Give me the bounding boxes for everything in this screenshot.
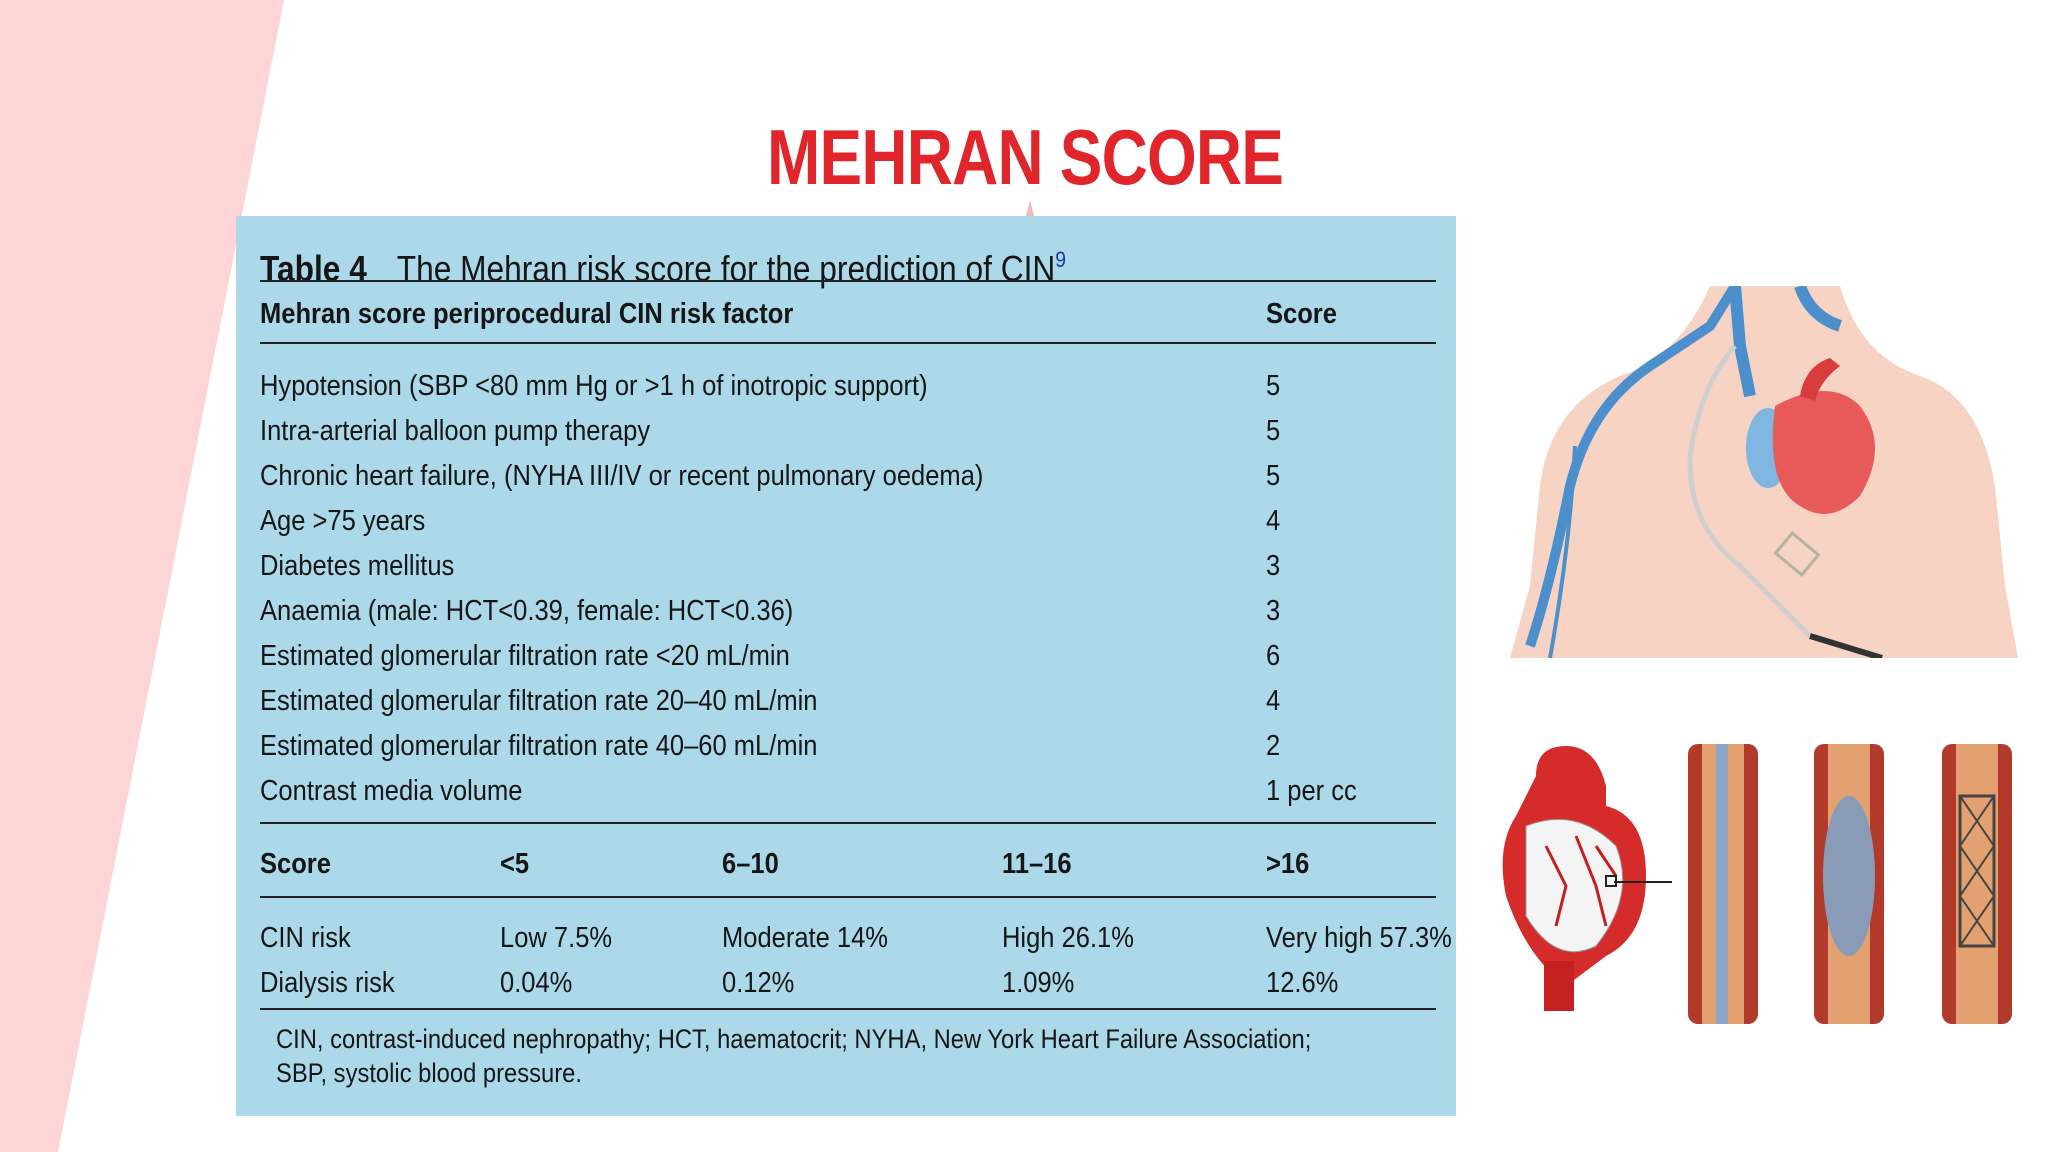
risk-score: 3 <box>1266 550 1281 582</box>
slide-title: MEHRAN SCORE <box>767 113 1284 201</box>
risk-factor: Diabetes mellitus <box>260 550 455 582</box>
risk-score: 4 <box>1266 505 1281 537</box>
risk-score: 6 <box>1266 640 1281 672</box>
rule-footnote <box>260 1008 1436 1010</box>
risk-cell: Dialysis risk <box>260 967 395 999</box>
risk-score: 1 per cc <box>1266 775 1357 807</box>
mehran-table: Table 4 The Mehran risk score for the pre… <box>236 216 1456 1116</box>
caption-reference: 9 <box>1055 247 1067 272</box>
risk-factor: Intra-arterial balloon pump therapy <box>260 415 651 447</box>
risk-score: 4 <box>1266 685 1281 717</box>
risk-cell: Low 7.5% <box>500 922 613 954</box>
title-marker <box>1026 200 1034 216</box>
table-row: Estimated glomerular filtration rate 20–… <box>260 679 1436 723</box>
table-caption: Table 4 The Mehran risk score for the pre… <box>260 226 1066 303</box>
risk-cell: CIN risk <box>260 922 351 954</box>
risk-score: 5 <box>1266 370 1281 402</box>
table-number: Table 4 <box>260 248 367 289</box>
table-row: Contrast media volume 1 per cc <box>260 769 1436 813</box>
risk-factor: Contrast media volume <box>260 775 523 807</box>
risk-factor: Estimated glomerular filtration rate 40–… <box>260 730 818 762</box>
risk-cell: 0.12% <box>722 967 795 999</box>
header-factor: Mehran score periprocedural CIN risk fac… <box>260 298 794 330</box>
risk-cell: Very high 57.3% <box>1266 922 1452 954</box>
table-caption-text: The Mehran risk score for the prediction… <box>396 248 1056 289</box>
table-row: Diabetes mellitus 3 <box>260 544 1436 588</box>
table-footnote: CIN, contrast-induced nephropathy; HCT, … <box>276 1022 1311 1090</box>
table-row: Anaemia (male: HCT<0.39, female: HCT<0.3… <box>260 589 1436 633</box>
table-row: Hypotension (SBP <80 mm Hg or >1 h of in… <box>260 364 1436 408</box>
risk-row: CIN risk Low 7.5% Moderate 14% High 26.1… <box>260 916 1452 960</box>
risk-row: Dialysis risk 0.04% 0.12% 1.09% 12.6% <box>260 961 1436 1005</box>
risk-factor: Estimated glomerular filtration rate <20… <box>260 640 790 672</box>
risk-score: 5 <box>1266 460 1281 492</box>
risk-score: 5 <box>1266 415 1281 447</box>
footnote-line: CIN, contrast-induced nephropathy; HCT, … <box>276 1024 1312 1054</box>
risk-score: 3 <box>1266 595 1281 627</box>
risk-header-cell: Score <box>260 848 331 880</box>
risk-cell: 0.04% <box>500 967 573 999</box>
risk-factor: Chronic heart failure, (NYHA III/IV or r… <box>260 460 984 492</box>
rule-header <box>260 342 1436 344</box>
risk-header-cell: 6–10 <box>722 848 779 880</box>
table-header-row: Mehran score periprocedural CIN risk fac… <box>260 292 1436 336</box>
risk-factor: Hypotension (SBP <80 mm Hg or >1 h of in… <box>260 370 928 402</box>
risk-cell: 1.09% <box>1002 967 1075 999</box>
risk-cell: 12.6% <box>1266 967 1339 999</box>
table-row: Estimated glomerular filtration rate 40–… <box>260 724 1436 768</box>
risk-header-cell: 11–16 <box>1002 848 1072 880</box>
table-row: Age >75 years 4 <box>260 499 1436 543</box>
risk-cell: High 26.1% <box>1002 922 1134 954</box>
rule-risk-top <box>260 822 1436 824</box>
chest-catheter-illustration <box>1510 286 2018 658</box>
risk-header-row: Score <5 6–10 11–16 >16 <box>260 842 1436 886</box>
risk-factor: Anaemia (male: HCT<0.39, female: HCT<0.3… <box>260 595 794 627</box>
table-row: Intra-arterial balloon pump therapy 5 <box>260 409 1436 453</box>
risk-header-cell: <5 <box>500 848 530 880</box>
risk-cell: Moderate 14% <box>722 922 888 954</box>
header-score: Score <box>1266 298 1337 330</box>
footnote-line: SBP, systolic blood pressure. <box>276 1058 582 1088</box>
rule-risk-header <box>260 896 1436 898</box>
risk-factor: Age >75 years <box>260 505 426 537</box>
risk-score: 2 <box>1266 730 1281 762</box>
risk-header-cell: >16 <box>1266 848 1310 880</box>
coronary-stent-illustration <box>1502 744 2012 1024</box>
rule-top <box>260 280 1436 282</box>
risk-factor: Estimated glomerular filtration rate 20–… <box>260 685 818 717</box>
table-row: Chronic heart failure, (NYHA III/IV or r… <box>260 454 1436 498</box>
table-row: Estimated glomerular filtration rate <20… <box>260 634 1436 678</box>
